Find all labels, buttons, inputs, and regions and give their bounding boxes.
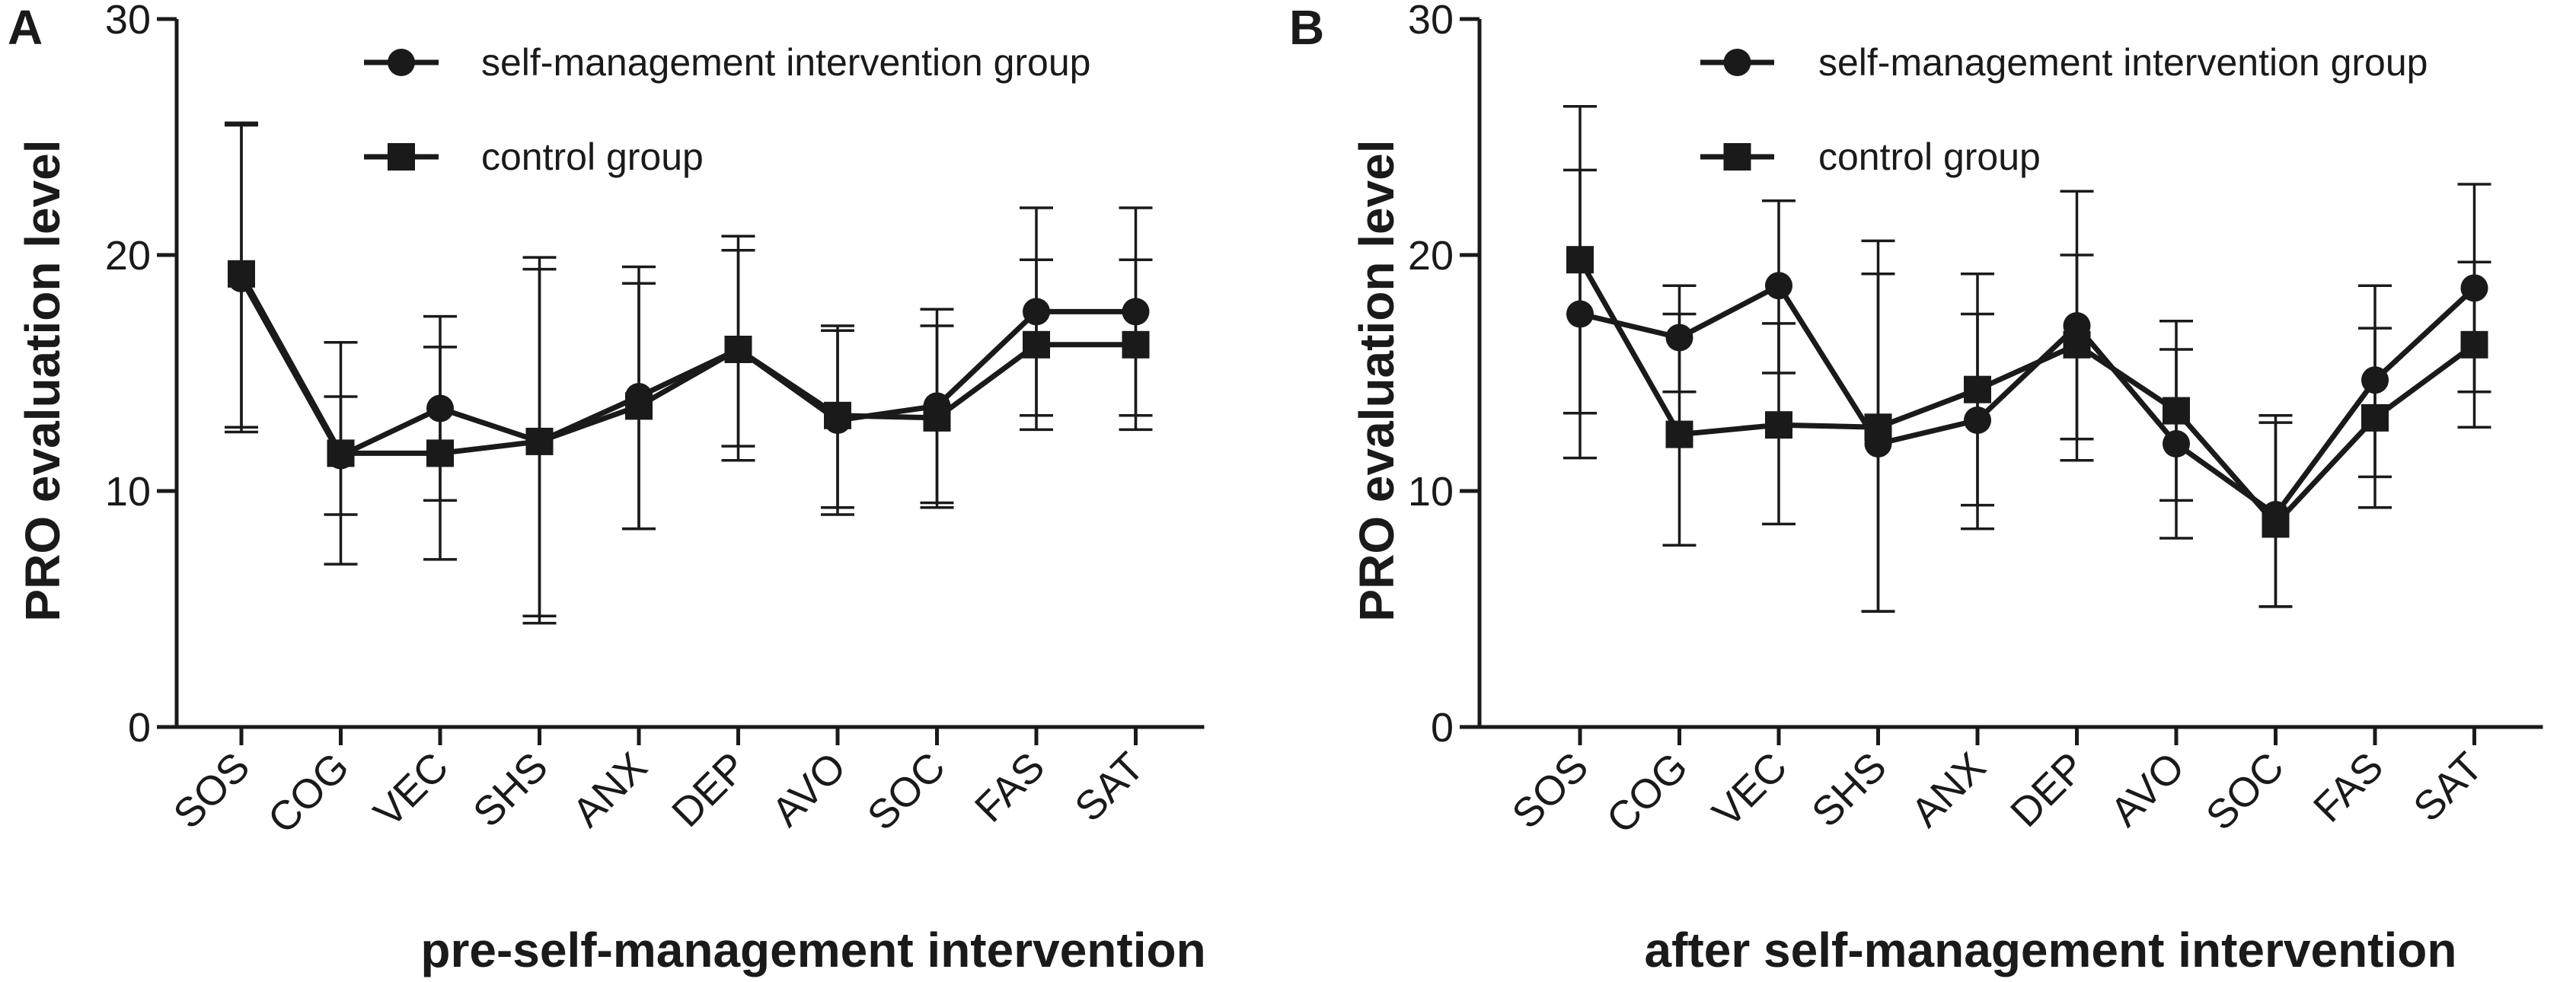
legend-circle-marker — [1723, 49, 1751, 76]
data-point-shs — [525, 427, 554, 455]
x-axis-title: after self-management intervention — [1645, 923, 2457, 977]
data-point-avo — [2163, 397, 2190, 425]
x-axis-title: pre-self-management intervention — [420, 923, 1205, 977]
x-tick-label-anx: ANX — [1903, 744, 1995, 836]
legend-circle-marker — [388, 49, 415, 76]
x-tick-label-shs: SHS — [1803, 744, 1895, 836]
legend-label: self-management intervention group — [1818, 41, 2428, 84]
data-point-soc — [923, 403, 951, 432]
y-tick-label: 30 — [1408, 0, 1454, 43]
series-control — [1563, 104, 2491, 613]
y-axis-title: PRO evaluation level — [1349, 139, 1404, 621]
data-point-sos — [228, 260, 255, 288]
x-tick-label-soc: SOC — [859, 744, 954, 839]
data-point-vec — [426, 439, 454, 467]
x-tick-label-vec: VEC — [1704, 744, 1796, 836]
series-line — [1579, 282, 2476, 518]
data-point-sat — [2460, 330, 2488, 359]
x-tick-label-dep: DEP — [2002, 744, 2094, 836]
series-line — [238, 273, 1136, 456]
x-tick-label-fas: FAS — [2305, 744, 2392, 831]
y-tick-label: 20 — [105, 233, 151, 279]
legend: self-management intervention group contro… — [364, 41, 1090, 178]
data-point-shs — [1864, 413, 1892, 442]
data-point-sos — [1566, 246, 1594, 274]
series-intervention — [1563, 168, 2491, 613]
x-tick-label-fas: FAS — [966, 744, 1054, 831]
legend-label: control group — [481, 136, 704, 178]
y-tick-label: 30 — [105, 0, 151, 43]
y-tick-label: 20 — [1408, 233, 1454, 279]
legend-square-marker — [388, 143, 415, 171]
chart-panel-a: A 0 10 20 30 SOS COG VEC SHS ANX DEP AVO SOC FAS SAT PR… — [8, 0, 1206, 977]
data-point-cog — [327, 439, 355, 467]
y-axis-title: PRO evaluation level — [15, 139, 70, 621]
y-tick-label: 10 — [1408, 469, 1454, 515]
data-point-soc — [2262, 510, 2290, 538]
y-tick-label: 0 — [128, 705, 151, 751]
x-tick-label-sos: SOS — [164, 744, 258, 837]
data-point-fas — [2361, 403, 2389, 432]
x-tick-label-soc: SOC — [2198, 744, 2293, 839]
series-line — [238, 277, 1136, 458]
panel-label: B — [1289, 0, 1324, 55]
data-point-avo — [824, 401, 851, 429]
x-tick-label-cog: COG — [260, 744, 358, 842]
data-point-cog — [1665, 420, 1693, 448]
x-tick-label-avo: AVO — [763, 744, 854, 835]
series-intervention — [225, 121, 1153, 625]
x-tick-label-avo: AVO — [2102, 744, 2193, 835]
series-control — [225, 123, 1153, 618]
data-point-dep — [2063, 330, 2091, 359]
x-tick-label-vec: VEC — [365, 744, 458, 836]
x-tick-label-shs: SHS — [464, 744, 557, 836]
x-tick-label-cog: COG — [1598, 744, 1697, 842]
data-point-fas — [1023, 330, 1050, 359]
legend-label: control group — [1818, 136, 2041, 178]
x-tick-label-sat: SAT — [1066, 744, 1153, 831]
legend: self-management intervention group contro… — [1700, 41, 2428, 178]
y-tick-label: 10 — [105, 469, 151, 515]
x-tick-label-dep: DEP — [663, 744, 755, 836]
data-point-vec — [1765, 411, 1792, 439]
data-point-sat — [1122, 330, 1150, 359]
x-tick-label-sat: SAT — [2405, 744, 2491, 831]
data-point-vec — [1765, 272, 1792, 300]
series-line — [1577, 258, 2476, 527]
x-tick-label-sos: SOS — [1503, 744, 1597, 837]
legend-square-marker — [1723, 143, 1751, 171]
data-point-anx — [625, 392, 653, 420]
x-tick-label-anx: ANX — [564, 744, 656, 836]
y-tick-label: 0 — [1431, 705, 1454, 751]
data-point-anx — [1964, 375, 1991, 403]
chart-panel-b: B 0 10 20 30 SOS COG VEC SHS ANX DEP AVO SOC FAS SAT PR… — [1289, 0, 2543, 977]
panel-label: A — [8, 0, 43, 55]
legend-label: self-management intervention group — [481, 41, 1090, 84]
data-point-dep — [724, 336, 752, 363]
